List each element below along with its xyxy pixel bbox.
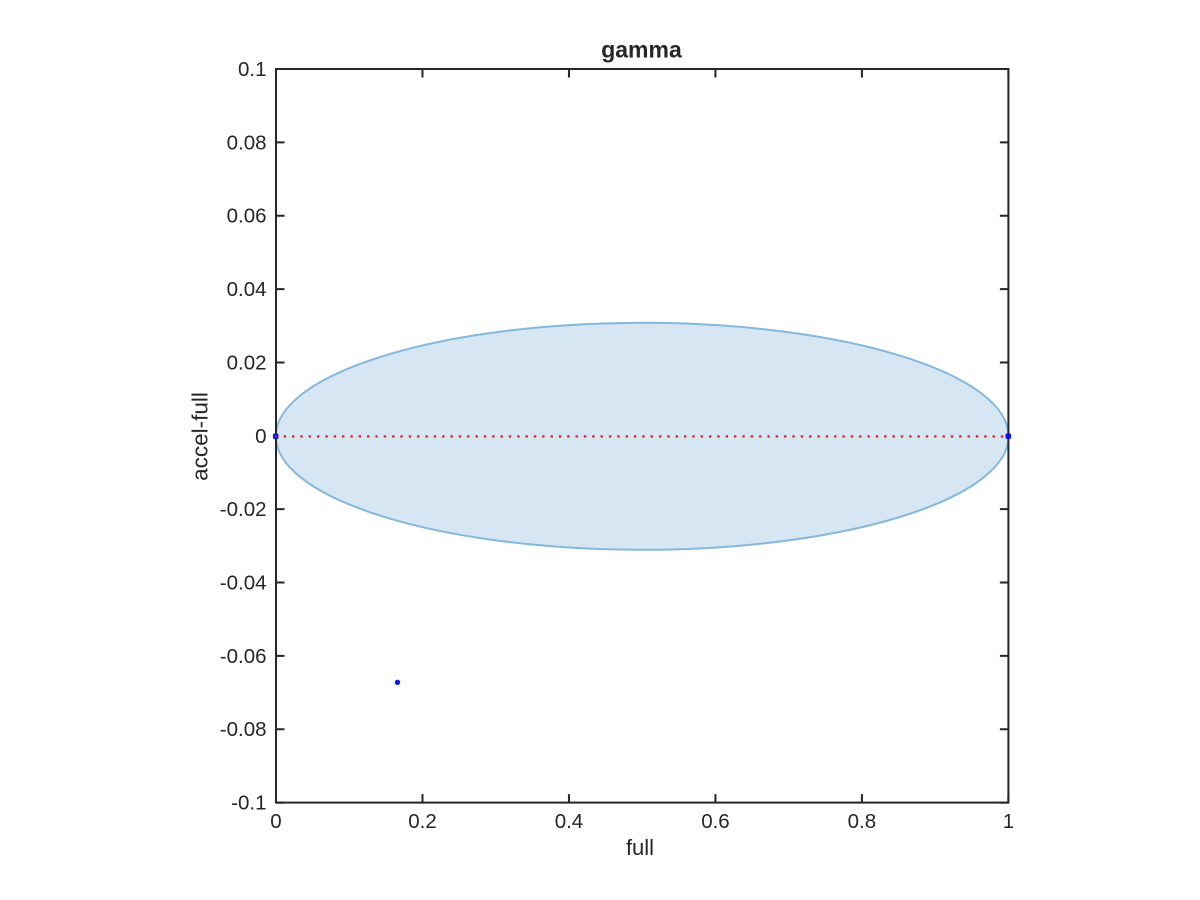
svg-text:-0.1: -0.1 — [231, 792, 266, 815]
svg-text:0.6: 0.6 — [701, 810, 730, 833]
svg-text:0.04: 0.04 — [227, 278, 267, 301]
svg-text:accel-full: accel-full — [188, 392, 213, 481]
svg-text:1: 1 — [1003, 810, 1014, 833]
svg-text:0.2: 0.2 — [408, 810, 437, 833]
svg-text:-0.02: -0.02 — [220, 498, 267, 521]
svg-text:gamma: gamma — [601, 37, 682, 63]
svg-text:0: 0 — [270, 810, 281, 833]
svg-text:0.1: 0.1 — [238, 58, 267, 81]
svg-text:0.8: 0.8 — [848, 810, 877, 833]
svg-text:-0.04: -0.04 — [220, 572, 267, 595]
svg-text:0.08: 0.08 — [227, 131, 267, 154]
svg-text:0.4: 0.4 — [555, 810, 584, 833]
svg-text:0: 0 — [255, 425, 266, 448]
svg-text:-0.06: -0.06 — [220, 645, 267, 668]
svg-text:0.02: 0.02 — [227, 351, 267, 374]
svg-text:full: full — [626, 835, 654, 860]
svg-text:0.06: 0.06 — [227, 205, 267, 228]
svg-text:-0.08: -0.08 — [220, 718, 267, 741]
